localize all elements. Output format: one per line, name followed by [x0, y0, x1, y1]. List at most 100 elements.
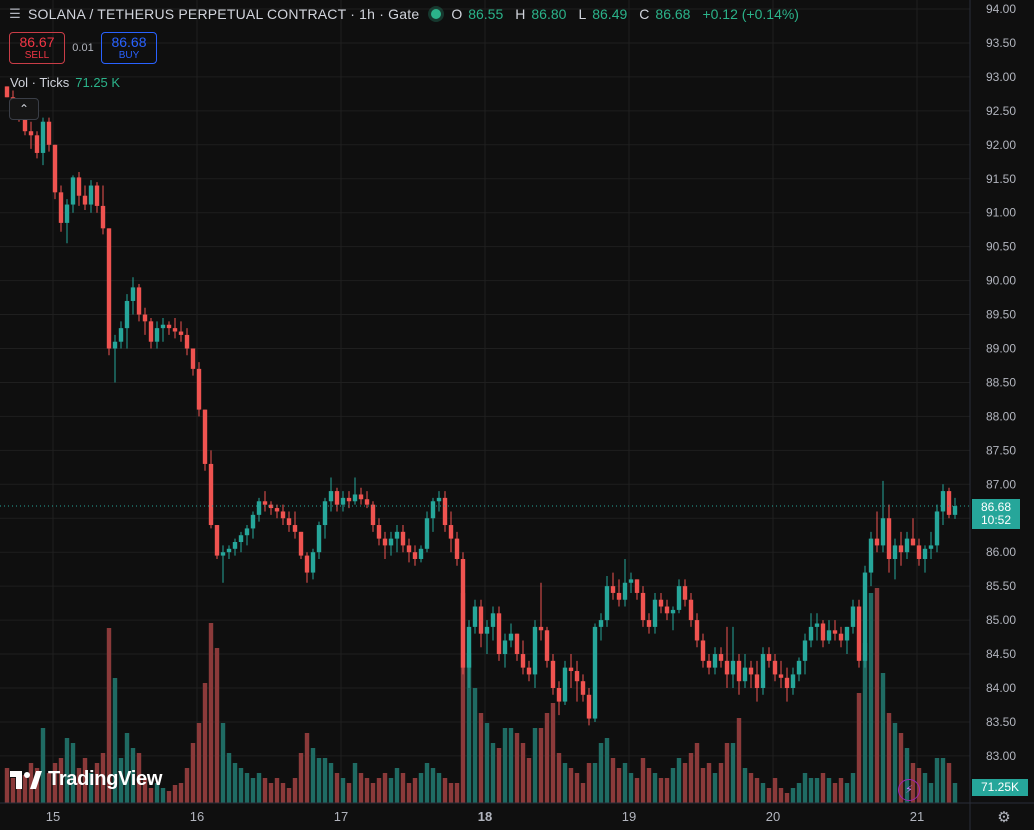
candle-body — [802, 640, 808, 661]
volume-bar — [808, 778, 814, 803]
volume-bar — [238, 768, 244, 803]
candle-body — [688, 599, 694, 621]
candle-body — [442, 497, 448, 526]
volume-bar — [556, 753, 562, 803]
volume-bar — [28, 763, 34, 803]
candle-body — [274, 508, 280, 512]
high-label: H — [515, 6, 526, 22]
menu-icon[interactable]: ☰ — [9, 6, 21, 21]
volume-bar — [388, 778, 394, 803]
candle-body — [76, 177, 82, 196]
candle-body — [250, 514, 256, 529]
x-tick-label: 18 — [478, 809, 492, 824]
volume-bar — [196, 723, 202, 803]
volume-bar — [574, 773, 580, 803]
volume-bar — [430, 768, 436, 803]
candle-body — [682, 586, 688, 600]
volume-bar — [922, 773, 928, 803]
candle-body — [298, 531, 304, 556]
candle-body — [574, 671, 580, 682]
candle-body — [628, 579, 634, 583]
candle-body — [646, 620, 652, 627]
volume-bar — [82, 758, 88, 803]
y-tick-label: 86.00 — [986, 545, 1016, 559]
volume-bar — [778, 788, 784, 803]
volume-bar — [724, 743, 730, 803]
volume-bar — [730, 743, 736, 803]
volume-bar — [898, 733, 904, 803]
volume-bar — [124, 733, 130, 803]
candle-body — [52, 144, 58, 193]
current-price-value: 86.68 — [980, 500, 1012, 514]
volume-bar — [538, 728, 544, 803]
candle-body — [22, 117, 28, 132]
volume-bar — [550, 703, 556, 803]
volume-bar — [520, 743, 526, 803]
candle-body — [910, 538, 916, 546]
settings-gear-icon[interactable]: ⚙ — [997, 809, 1011, 826]
volume-bar — [952, 783, 958, 803]
y-tick-label: 93.50 — [986, 36, 1016, 50]
candle-body — [262, 501, 268, 505]
volume-bar — [448, 783, 454, 803]
lightning-icon[interactable]: ⚡ — [898, 779, 920, 801]
tradingview-logo-icon — [10, 770, 42, 789]
collapse-chevron-icon[interactable]: ⌃ — [9, 98, 39, 120]
volume-bar — [934, 758, 940, 803]
candle-body — [460, 558, 466, 668]
candle-body — [862, 572, 868, 661]
candle-body — [814, 623, 820, 627]
x-tick-label: 19 — [622, 809, 636, 824]
candle-body — [508, 633, 514, 641]
candle-body — [652, 599, 658, 627]
candle-body — [598, 620, 604, 627]
sell-button[interactable]: 86.67 SELL — [9, 32, 65, 64]
candle-body — [226, 548, 232, 553]
candle-body — [748, 667, 754, 675]
tradingview-logo[interactable]: TradingView — [10, 768, 162, 791]
candle-body — [490, 613, 496, 627]
volume-bar — [94, 763, 100, 803]
y-tick-label: 91.50 — [986, 172, 1016, 186]
y-tick-label: 88.00 — [986, 409, 1016, 423]
volume-bar — [46, 773, 52, 803]
symbol-title[interactable]: SOLANA / TETHERUS PERPETUAL CONTRACT · 1… — [28, 6, 420, 22]
volume-bar — [568, 768, 574, 803]
open-value: 86.55 — [468, 6, 504, 22]
volume-legend[interactable]: Vol · Ticks 71.25 K — [10, 75, 120, 90]
volume-bar — [868, 593, 874, 803]
volume-bar — [358, 773, 364, 803]
candle-body — [370, 504, 376, 526]
volume-bar — [142, 778, 148, 803]
candle-body — [328, 491, 334, 502]
volume-bar — [172, 785, 178, 803]
candle-body — [400, 531, 406, 546]
y-tick-label: 92.50 — [986, 104, 1016, 118]
volume-bar — [442, 778, 448, 803]
candle-body — [526, 667, 532, 675]
candle-body — [160, 324, 166, 329]
volume-bar — [190, 743, 196, 803]
candle-body — [136, 287, 142, 315]
candle-body — [148, 321, 154, 342]
candle-body — [220, 552, 226, 556]
volume-bar — [58, 758, 64, 803]
volume-bar — [250, 778, 256, 803]
candle-body — [112, 341, 118, 349]
candle-body — [922, 548, 928, 559]
buy-button[interactable]: 86.68 BUY — [101, 32, 157, 64]
volume-bar — [406, 783, 412, 803]
volume-title: Vol · Ticks — [10, 75, 70, 90]
volume-bars — [4, 588, 958, 803]
candle-body — [100, 205, 106, 229]
volume-bar — [88, 773, 94, 803]
candle-body — [382, 538, 388, 546]
candle-body — [568, 667, 574, 672]
volume-bar — [880, 673, 886, 803]
volume-bar — [658, 778, 664, 803]
candle-body — [214, 525, 220, 556]
candle-body — [790, 674, 796, 688]
candle-body — [874, 538, 880, 546]
candle-body — [346, 497, 352, 502]
